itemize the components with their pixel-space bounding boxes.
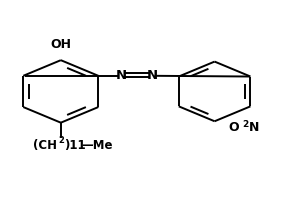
Text: 2: 2 bbox=[243, 120, 249, 129]
Text: 2: 2 bbox=[58, 136, 64, 145]
Text: —Me: —Me bbox=[82, 138, 113, 151]
Text: OH: OH bbox=[50, 38, 71, 51]
Text: N: N bbox=[116, 69, 127, 82]
Text: )11: )11 bbox=[64, 138, 85, 151]
Text: (CH: (CH bbox=[33, 138, 57, 151]
Text: O: O bbox=[228, 121, 239, 134]
Text: N: N bbox=[147, 69, 158, 82]
Text: N: N bbox=[248, 121, 259, 134]
